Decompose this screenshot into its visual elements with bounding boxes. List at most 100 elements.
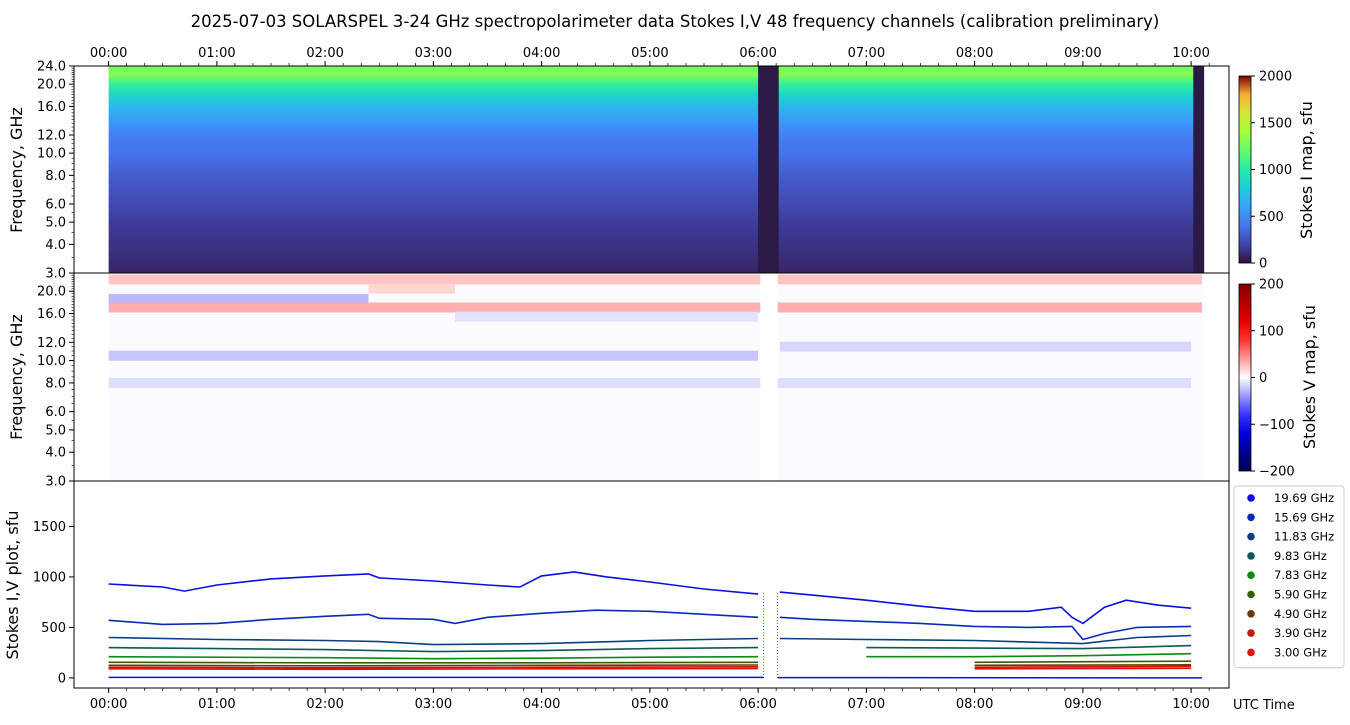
stokes-i-y-tick-label: 12.0: [37, 129, 66, 144]
stokes-i-colorbar-tick-label: 0: [1259, 257, 1267, 272]
stokes-v-trace: [108, 676, 1202, 679]
legend-label: 7.83 GHz: [1274, 568, 1327, 582]
stokes-v-colorbar-label: Stokes V map, sfu: [1300, 305, 1319, 449]
stokes-i-y-tick-label: 16.0: [37, 100, 66, 115]
series-line: [108, 609, 759, 626]
stokes-line-y-tick-label: 1000: [33, 570, 66, 585]
series-line: [108, 636, 759, 646]
series-line: [108, 667, 759, 671]
legend-label: 11.83 GHz: [1274, 530, 1334, 544]
stokes-v-ylabel: Frequency, GHz: [7, 314, 26, 440]
stokes-line-y-tick-label: 0: [58, 671, 66, 686]
legend-marker: [1247, 648, 1255, 657]
legend-label: 15.69 GHz: [1274, 510, 1334, 524]
stokes-line-series: [108, 571, 1202, 679]
series-line: [108, 655, 759, 660]
bottom-time-tick-label: 03:00: [415, 697, 452, 712]
bottom-time-tick-label: 05:00: [631, 697, 668, 712]
stokes-i-y-ticks: 3.0 4.0 5.0 6.0 8.0 10.0 12.0 16.0 20.0 24.0: [37, 60, 74, 282]
legend-label: 3.90 GHz: [1274, 626, 1327, 640]
series-line: [866, 644, 1192, 650]
bottom-time-tick-label: 00:00: [90, 697, 127, 712]
top-time-tick-label: 04:00: [523, 46, 560, 61]
top-time-tick-label: 02:00: [306, 46, 343, 61]
legend-label: 19.69 GHz: [1274, 491, 1334, 505]
stokes-i-heatmap: [108, 66, 1205, 273]
stokes-v-colorbar-tick-label: −200: [1259, 465, 1295, 480]
stokes-line-frame: [73, 480, 1230, 689]
stokes-v-colorbar-bar: [1238, 283, 1252, 472]
stokes-v-band: [108, 377, 1192, 388]
legend-label: 3.00 GHz: [1274, 645, 1327, 659]
stokes-v-band: [779, 341, 1192, 352]
stokes-v-band: [455, 311, 759, 322]
stokes-i-y-tick-label: 20.0: [37, 78, 66, 93]
stokes-v-y-tick-label: 16.0: [37, 307, 66, 322]
stokes-v-heatmap: [108, 273, 1205, 481]
legend-label: 9.83 GHz: [1274, 549, 1327, 563]
stokes-v-y-tick-label: 10.0: [37, 354, 66, 369]
legend-marker: [1247, 571, 1255, 579]
stokes-v-colorbar-tick-label: 200: [1259, 278, 1284, 293]
top-time-tick-label: 05:00: [631, 46, 668, 61]
legend-marker: [1247, 610, 1255, 618]
stokes-i-y-tick-label: 24.0: [37, 60, 66, 75]
stokes-v-y-tick-label: 5.0: [45, 423, 66, 438]
legend-box: [1233, 485, 1345, 669]
bottom-time-tick-label: 06:00: [739, 697, 776, 712]
series-line: [974, 667, 1192, 670]
series-line: [108, 571, 759, 595]
stokes-i-colorbar-tick-label: 1000: [1259, 163, 1292, 178]
stokes-v-band: [368, 283, 456, 294]
bottom-time-ticks: 00:00 01:00 02:00 03:00 04:00 05:00 06:00 07:00…: [90, 688, 1210, 712]
x-axis-label: UTC Time: [1233, 698, 1295, 713]
stokes-i-y-tick-label: 10.0: [37, 147, 66, 162]
stokes-v-colorbar-tick-label: 100: [1259, 324, 1284, 339]
stokes-v-y-tick-label: 20.0: [37, 285, 66, 300]
stokes-i-colorbar-tick-label: 1500: [1259, 116, 1292, 131]
top-time-tick-label: 06:00: [739, 46, 776, 61]
bottom-time-tick-label: 02:00: [306, 697, 343, 712]
bottom-time-tick-label: 08:00: [956, 697, 993, 712]
stokes-i-colorbar: 0 500 1000 1500 2000: [1238, 70, 1292, 272]
series-line: [974, 665, 1192, 669]
stokes-v-y-tick-label: 8.0: [45, 376, 66, 391]
bottom-time-tick-label: 10:00: [1172, 697, 1209, 712]
stokes-i-panel: 3.0 4.0 5.0 6.0 8.0 10.0 12.0 16.0 20.0 24.0 Freq…: [7, 60, 1316, 282]
stokes-i-spectrum: [108, 66, 1205, 273]
top-time-ticks: 00:00 01:00 02:00 03:00 04:00 05:00 06:00 07:00…: [90, 46, 1210, 66]
top-time-tick-label: 10:00: [1172, 46, 1209, 61]
stokes-v-y-tick-label: 3.0: [45, 475, 66, 490]
stokes-i-colorbar-tick-label: 500: [1259, 210, 1284, 225]
stokes-line-y-ticks: 0 500 1000 1500: [33, 520, 74, 686]
stokes-v-y-ticks: 3.0 4.0 5.0 6.0 8.0 10.0 12.0 16.0 20.0: [37, 272, 74, 490]
stokes-v-y-tick-label: 12.0: [37, 336, 66, 351]
series-line: [108, 666, 759, 669]
stokes-i-y-tick-label: 4.0: [45, 238, 66, 253]
legend-marker: [1247, 590, 1255, 599]
stokes-v-band: [108, 302, 1202, 313]
stokes-i-y-tick-label: 3.0: [45, 267, 66, 282]
figure-title: 2025-07-03 SOLARSPEL 3-24 GHz spectropol…: [191, 12, 1160, 31]
stokes-i-colorbar-label: Stokes I map, sfu: [1297, 101, 1316, 239]
stokes-v-y-tick-label: 6.0: [45, 405, 66, 420]
stokes-v-data-gap: [760, 273, 778, 481]
stokes-line-y-tick-label: 1500: [33, 520, 66, 535]
stokes-v-colorbar-tick-label: 0: [1259, 371, 1267, 386]
bottom-time-tick-label: 09:00: [1064, 697, 1101, 712]
stokes-i-y-tick-label: 6.0: [45, 198, 66, 213]
series-line: [866, 652, 1192, 658]
top-time-tick-label: 09:00: [1064, 46, 1101, 61]
top-time-tick-label: 01:00: [198, 46, 235, 61]
stokes-i-y-tick-label: 5.0: [45, 216, 66, 231]
bottom-time-tick-label: 07:00: [848, 697, 885, 712]
legend-label: 5.90 GHz: [1274, 588, 1327, 602]
stokes-v-panel: 3.0 4.0 5.0 6.0 8.0 10.0 12.0 16.0 20.0 Frequenc…: [7, 272, 1319, 490]
stokes-i-data-gap: [1193, 66, 1205, 273]
series-line: [108, 661, 759, 664]
legend-marker: [1247, 513, 1255, 522]
series-line: [974, 660, 1192, 664]
stokes-v-band: [108, 274, 1202, 285]
series-line: [974, 664, 1192, 667]
